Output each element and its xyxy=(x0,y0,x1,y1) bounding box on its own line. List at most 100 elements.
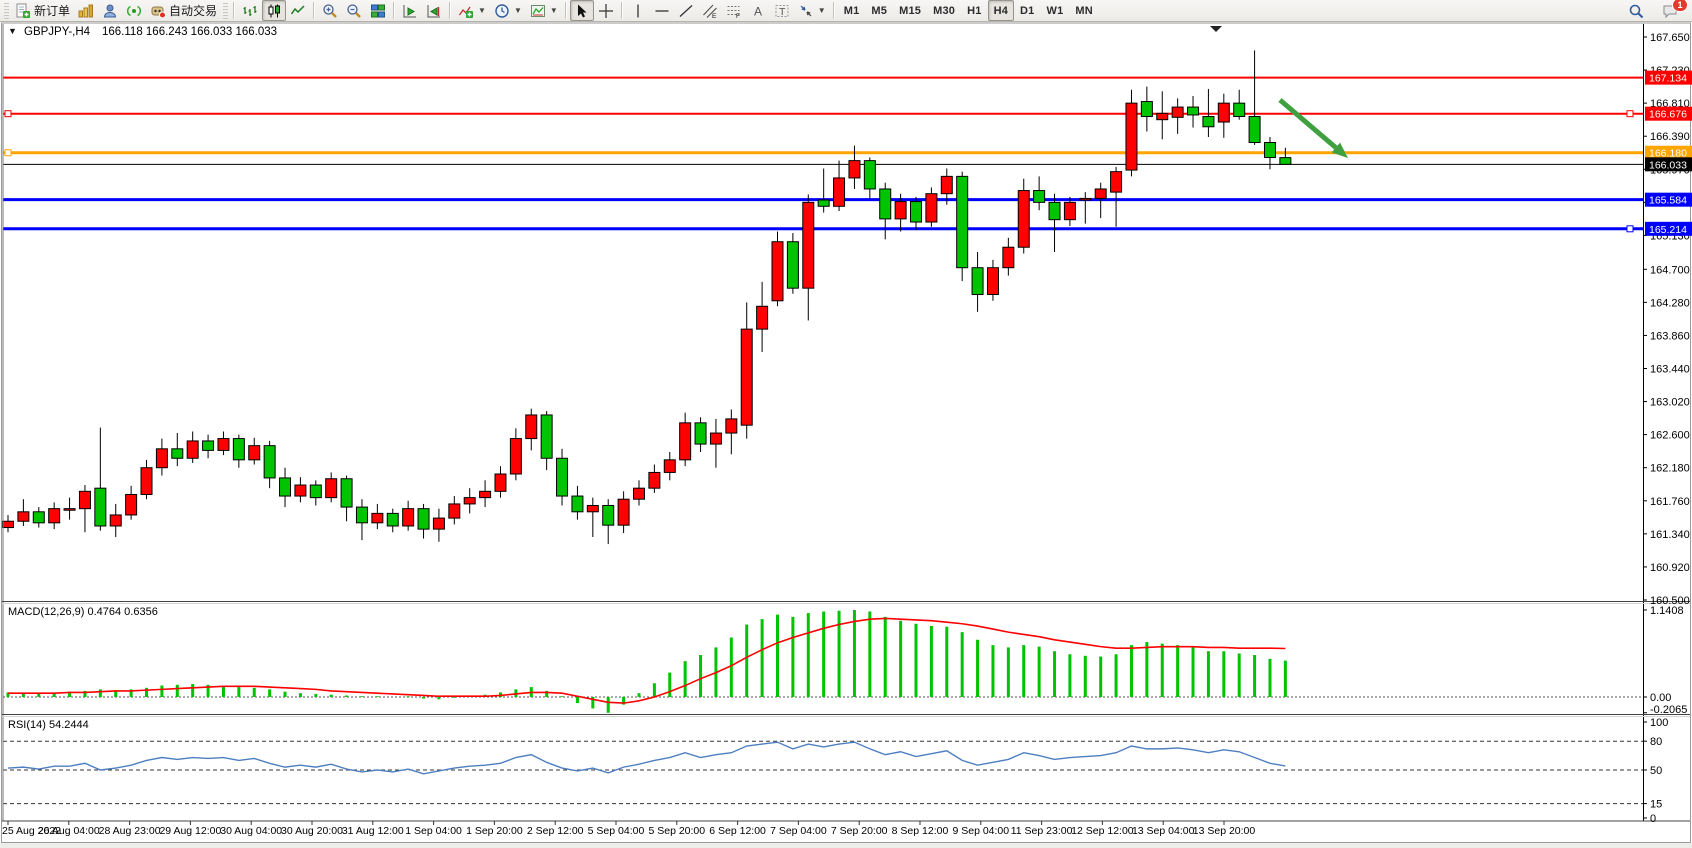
equidistant-channel-tool-button[interactable]: E xyxy=(698,0,722,21)
candlesticks xyxy=(2,50,1292,545)
timeframe-H4[interactable]: H4 xyxy=(987,0,1015,21)
community-person-icon xyxy=(102,3,118,19)
rsi-indicator-label: RSI(14) 54.2444 xyxy=(8,719,89,731)
chart-canvas[interactable]: 167.650167.230166.810166.390165.970165.5… xyxy=(0,22,1692,848)
line-chart-button[interactable] xyxy=(286,0,310,21)
toolbar-grip[interactable] xyxy=(4,2,9,19)
arrow-head xyxy=(1331,142,1348,158)
chart-shift-marker xyxy=(1210,26,1222,32)
zoom-out-button[interactable] xyxy=(342,0,366,21)
indicators-button[interactable]: ▼ xyxy=(454,0,490,21)
line-marker[interactable] xyxy=(4,149,12,157)
timeframe-W1[interactable]: W1 xyxy=(1046,4,1064,17)
svg-text:F: F xyxy=(736,13,740,19)
timeframe-M1[interactable]: M1 xyxy=(843,4,860,17)
svg-text:164.280: 164.280 xyxy=(1650,297,1690,309)
dropdown-caret-icon: ▼ xyxy=(817,6,826,15)
svg-text:50: 50 xyxy=(1650,765,1662,777)
cursor-button[interactable] xyxy=(569,0,594,21)
svg-text:166.033: 166.033 xyxy=(1649,159,1687,171)
timeframe-M5[interactable]: M5 xyxy=(871,4,888,17)
price-axis[interactable]: 167.650167.230166.810166.390165.970165.5… xyxy=(1643,32,1692,825)
svg-text:7 Sep 20:00: 7 Sep 20:00 xyxy=(831,825,888,837)
fibonacci-tool-button[interactable]: F xyxy=(722,0,746,21)
crosshair-button[interactable] xyxy=(594,0,618,21)
dropdown-caret-icon: ▼ xyxy=(513,6,522,15)
new-order-button[interactable]: 新订单 xyxy=(11,0,74,21)
line-marker[interactable] xyxy=(1626,110,1634,118)
arrows-tool-button[interactable]: ▼ xyxy=(794,0,830,21)
trendline-tool-button[interactable] xyxy=(674,0,698,21)
community-button[interactable] xyxy=(98,0,122,21)
chart-symbol-label: GBPJPY-,H4 xyxy=(24,26,91,38)
toolbar-separator xyxy=(620,2,623,19)
clock-icon xyxy=(494,3,510,19)
toolbar-right-group: 1 xyxy=(1624,0,1692,21)
candlestick-chart-button[interactable] xyxy=(262,0,287,21)
text-tool-button[interactable]: A xyxy=(746,0,770,21)
svg-text:167.650: 167.650 xyxy=(1650,32,1690,44)
toolbar: 新订单 自动交易 xyxy=(0,0,1692,22)
svg-text:9 Sep 04:00: 9 Sep 04:00 xyxy=(952,825,1009,837)
svg-text:0: 0 xyxy=(1650,813,1656,825)
new-order-icon xyxy=(15,3,31,19)
svg-text:164.700: 164.700 xyxy=(1650,264,1690,276)
svg-text:165.584: 165.584 xyxy=(1649,195,1687,207)
periods-button[interactable]: ▼ xyxy=(490,0,526,21)
svg-text:8 Sep 12:00: 8 Sep 12:00 xyxy=(892,825,949,837)
auto-scroll-icon xyxy=(402,3,418,19)
dropdown-caret-icon: ▼ xyxy=(549,6,558,15)
svg-text:15: 15 xyxy=(1650,799,1662,811)
auto-trading-button[interactable]: 自动交易 xyxy=(146,0,221,21)
signals-button[interactable] xyxy=(122,0,146,21)
svg-text:162.600: 162.600 xyxy=(1650,430,1690,442)
svg-text:30 Aug 20:00: 30 Aug 20:00 xyxy=(281,825,343,837)
symbol-dropdown-icon[interactable]: ▼ xyxy=(8,26,17,36)
timeframe-H1[interactable]: H1 xyxy=(967,4,982,17)
svg-text:28 Aug 23:00: 28 Aug 23:00 xyxy=(99,825,161,837)
svg-text:160.500: 160.500 xyxy=(1650,595,1690,607)
vertical-line-icon xyxy=(630,3,646,19)
zoom-out-icon xyxy=(346,3,362,19)
signals-icon xyxy=(126,3,142,19)
vertical-line-tool-button[interactable] xyxy=(626,0,650,21)
svg-text:1 Sep 20:00: 1 Sep 20:00 xyxy=(466,825,523,837)
svg-text:7 Sep 04:00: 7 Sep 04:00 xyxy=(770,825,827,837)
bar-chart-button[interactable] xyxy=(238,0,262,21)
notifications-button[interactable]: 1 xyxy=(1658,0,1688,21)
auto-scroll-button[interactable] xyxy=(398,0,422,21)
trend-arrow-annotation[interactable] xyxy=(1278,98,1348,158)
svg-text:167.134: 167.134 xyxy=(1649,73,1687,85)
panel-frame xyxy=(0,22,1692,848)
tile-windows-button[interactable] xyxy=(366,0,390,21)
svg-text:5 Sep 04:00: 5 Sep 04:00 xyxy=(588,825,645,837)
svg-text:26 Aug 04:00: 26 Aug 04:00 xyxy=(38,825,100,837)
timeframe-MN[interactable]: MN xyxy=(1075,4,1093,17)
svg-text:165.214: 165.214 xyxy=(1649,224,1687,236)
svg-text:1.1408: 1.1408 xyxy=(1650,605,1684,617)
line-marker[interactable] xyxy=(1626,225,1634,233)
zoom-in-button[interactable] xyxy=(318,0,342,21)
svg-text:11 Sep 23:00: 11 Sep 23:00 xyxy=(1011,825,1073,837)
toolbar-grip[interactable] xyxy=(223,2,229,19)
text-label-tool-button[interactable]: T xyxy=(770,0,794,21)
templates-button[interactable]: ▼ xyxy=(526,0,562,21)
chart-shift-button[interactable] xyxy=(422,0,446,21)
svg-text:1 Sep 04:00: 1 Sep 04:00 xyxy=(405,825,462,837)
svg-text:13 Sep 20:00: 13 Sep 20:00 xyxy=(1193,825,1256,837)
chart-shift-icon xyxy=(426,3,442,19)
fibonacci-icon: F xyxy=(726,3,742,19)
charts-button[interactable] xyxy=(74,0,98,21)
search-button[interactable] xyxy=(1624,0,1648,21)
timeframe-D1[interactable]: D1 xyxy=(1020,4,1035,17)
horizontal-price-lines[interactable] xyxy=(3,76,1643,233)
timeframe-M15[interactable]: M15 xyxy=(899,4,922,17)
bar-chart-icon xyxy=(242,3,258,19)
svg-text:161.760: 161.760 xyxy=(1650,496,1690,508)
line-marker[interactable] xyxy=(4,110,12,118)
horizontal-line-tool-button[interactable] xyxy=(650,0,674,21)
timeframe-M30[interactable]: M30 xyxy=(933,4,956,17)
svg-text:30 Aug 04:00: 30 Aug 04:00 xyxy=(220,825,282,837)
